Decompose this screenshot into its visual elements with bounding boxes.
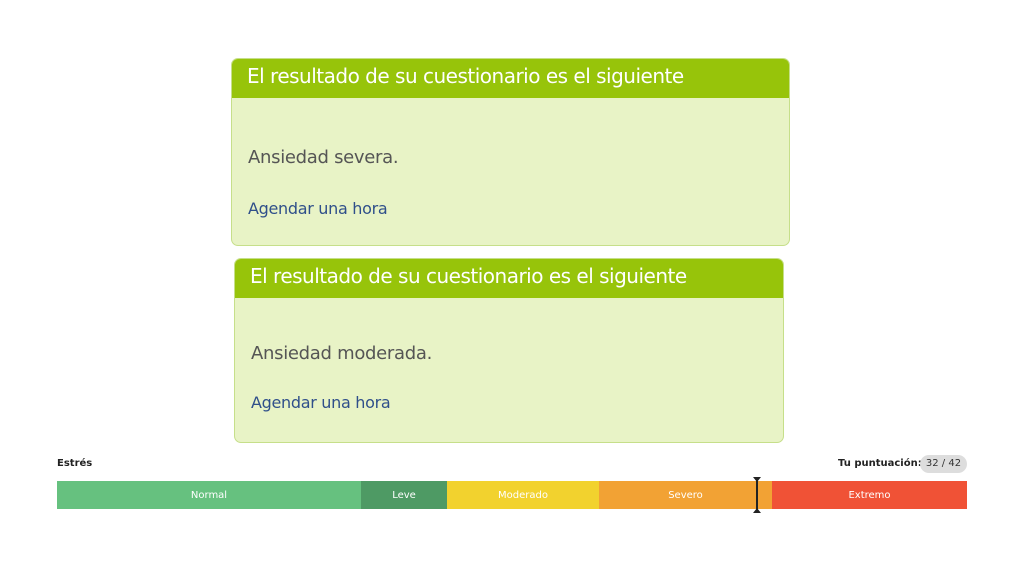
score-label: Tu puntuación: bbox=[838, 458, 922, 469]
severity-scale: Normal Leve Moderado Severo Extremo bbox=[57, 481, 967, 509]
segment-severo: Severo bbox=[599, 481, 772, 509]
card-title: El resultado de su cuestionario es el si… bbox=[235, 259, 783, 298]
segment-leve: Leve bbox=[361, 481, 447, 509]
card-title: El resultado de su cuestionario es el si… bbox=[232, 59, 789, 98]
result-text: Ansiedad severa. bbox=[248, 147, 399, 168]
segment-normal: Normal bbox=[57, 481, 361, 509]
result-text: Ansiedad moderada. bbox=[251, 343, 433, 364]
result-card-2: El resultado de su cuestionario es el si… bbox=[234, 258, 784, 443]
schedule-link[interactable]: Agendar una hora bbox=[248, 199, 388, 218]
result-card-1: El resultado de su cuestionario es el si… bbox=[231, 58, 790, 246]
segment-moderado: Moderado bbox=[447, 481, 599, 509]
scale-label: Estrés bbox=[57, 458, 93, 469]
score-marker bbox=[753, 477, 761, 513]
segment-extremo: Extremo bbox=[772, 481, 967, 509]
schedule-link[interactable]: Agendar una hora bbox=[251, 393, 391, 412]
score-badge: 32 / 42 bbox=[920, 455, 967, 473]
